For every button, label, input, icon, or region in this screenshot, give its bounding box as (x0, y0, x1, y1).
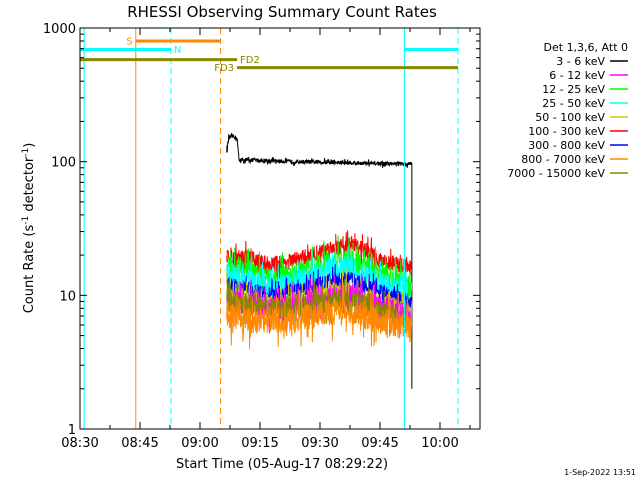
legend-label: 25 - 50 keV (542, 97, 605, 110)
x-tick-label: 10:00 (421, 436, 458, 451)
legend-label: 50 - 100 keV (535, 111, 605, 124)
status-bar-label: FD3 (214, 63, 234, 74)
y-axis-label: Count Rate (s-1 detector-1) (21, 143, 37, 314)
y-tick-label: 100 (51, 156, 76, 171)
legend-label: 6 - 12 keV (549, 69, 605, 82)
chart-title: RHESSI Observing Summary Count Rates (127, 3, 437, 21)
series-line-3-6-kev (226, 132, 413, 389)
x-tick-label: 09:00 (181, 436, 218, 451)
series-line-800-7000-kev (226, 284, 413, 350)
legend-label: 800 - 7000 keV (521, 153, 605, 166)
y-tick-label: 1 (68, 423, 76, 438)
status-bar-label: S (126, 36, 132, 47)
x-tick-label: 08:30 (61, 436, 98, 451)
x-axis-label: Start Time (05-Aug-17 08:29:22) (176, 457, 388, 472)
legend-label: 300 - 800 keV (528, 139, 605, 152)
status-bar-label: FD2 (240, 55, 260, 66)
series-line-7000-15000-kev (226, 278, 413, 337)
plot-frame (79, 27, 481, 430)
y-tick-label: 1000 (43, 22, 76, 37)
x-tick-label: 09:45 (361, 436, 398, 451)
x-tick-label: 08:45 (121, 436, 158, 451)
legend-label: 100 - 300 keV (528, 125, 605, 138)
legend-label: 7000 - 15000 keV (507, 167, 605, 180)
y-tick-label: 10 (59, 289, 76, 304)
x-tick-label: 09:30 (301, 436, 338, 451)
legend-header: Det 1,3,6, Att 0 (544, 41, 628, 54)
legend-label: 3 - 6 keV (556, 55, 605, 68)
x-tick-label: 09:15 (241, 436, 278, 451)
timestamp: 1-Sep-2022 13:51 (564, 468, 636, 477)
legend-label: 12 - 25 keV (542, 83, 605, 96)
status-bar-label: N (174, 45, 181, 56)
